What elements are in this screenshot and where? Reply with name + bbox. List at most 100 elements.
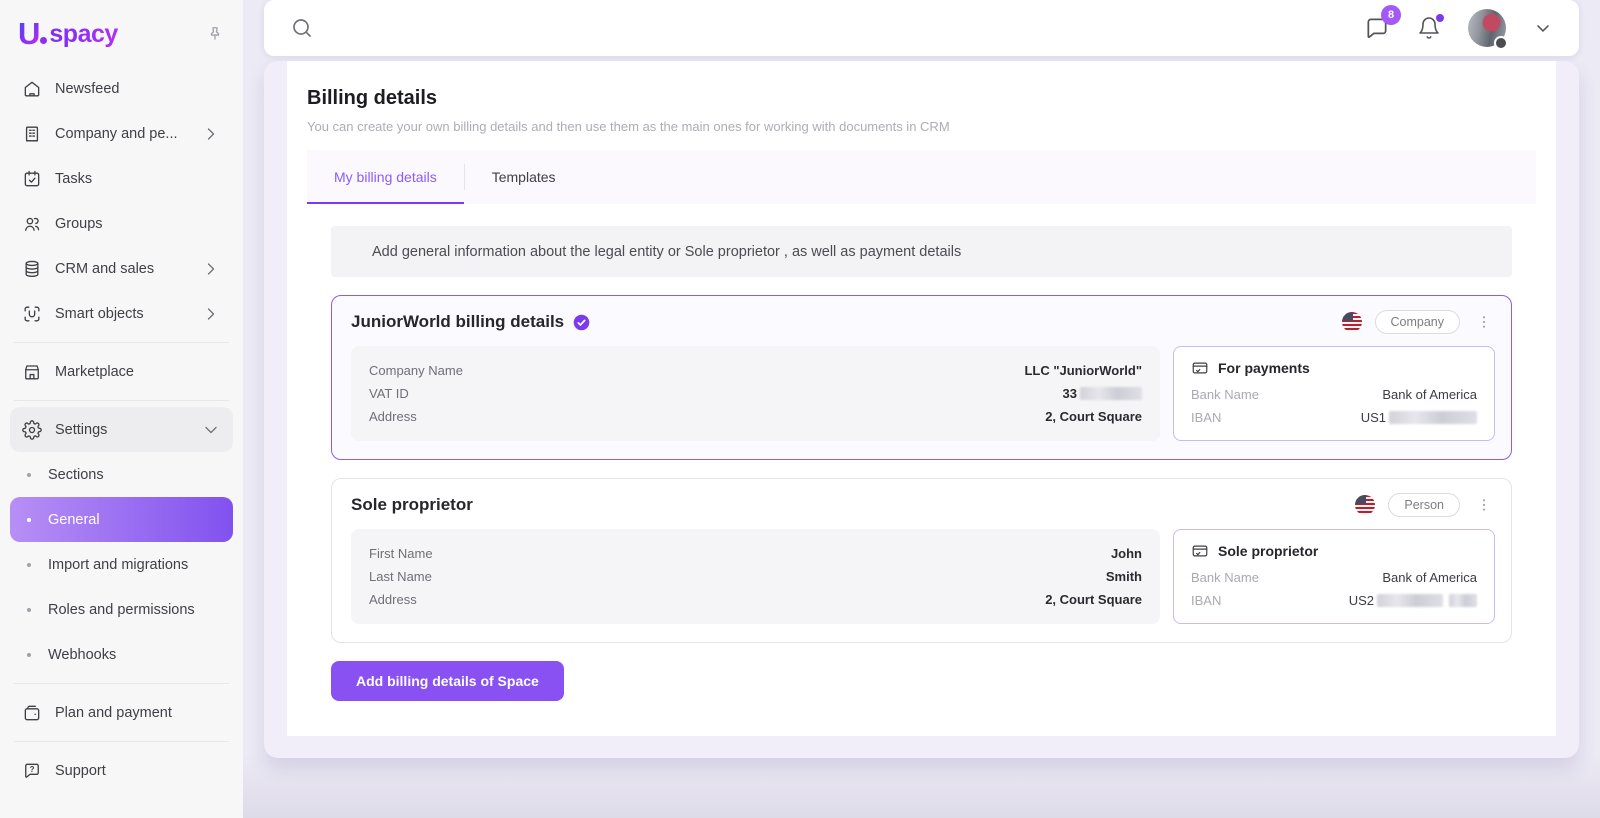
- us-flag-icon: [1355, 495, 1376, 515]
- content-panel: Billing details You can create your own …: [287, 61, 1556, 736]
- sidebar-item-label: Sections: [48, 466, 104, 483]
- help-bubble-icon: ?: [25, 763, 39, 778]
- tab-separator: [463, 164, 465, 190]
- sidebar-item-crm-and-sales[interactable]: CRM and sales: [10, 246, 233, 291]
- gear-icon: [22, 419, 42, 440]
- payment-label: IBAN: [1191, 410, 1222, 425]
- sidebar-item-label: Support: [55, 762, 106, 779]
- info-label: Company Name: [369, 363, 463, 378]
- sidebar-item-settings[interactable]: Settings: [10, 407, 233, 452]
- legal-info-box: First Name John Last Name Smith Address …: [351, 529, 1160, 624]
- sidebar-item-label: Groups: [55, 215, 103, 232]
- payment-label: IBAN: [1191, 593, 1222, 608]
- sidebar-item-tasks[interactable]: Tasks: [10, 156, 233, 201]
- page-title: Billing details: [307, 87, 438, 109]
- info-label: Last Name: [369, 569, 432, 584]
- notifications-button[interactable]: [1417, 14, 1444, 40]
- sidebar-item-support[interactable]: ? Support: [10, 748, 233, 793]
- sidebar-subitem-webhooks[interactable]: Webhooks: [10, 632, 233, 677]
- billing-card-header: Sole proprietor Person: [351, 493, 1495, 517]
- billing-card-title: JuniorWorld billing details: [351, 312, 565, 331]
- payment-box-header: Sole proprietor: [1191, 539, 1477, 566]
- sidebar-item-label: Webhooks: [48, 646, 117, 663]
- tab-templates[interactable]: Templates: [491, 169, 556, 185]
- database-icon: [25, 260, 39, 277]
- sidebar-item-company-and-people[interactable]: Company and pe...: [10, 111, 233, 156]
- bullet-icon: [27, 652, 31, 657]
- payment-details-box: For payments Bank Name Bank of America I…: [1173, 346, 1495, 441]
- sidebar-item-label: Plan and payment: [55, 704, 172, 721]
- info-row: Company Name LLC "JuniorWorld": [369, 359, 1142, 382]
- svg-text:?: ?: [30, 765, 35, 774]
- redacted-value: [1377, 594, 1443, 607]
- billing-card-actions: Company: [1341, 310, 1496, 334]
- sidebar-subitem-roles-and-permissions[interactable]: Roles and permissions: [10, 587, 233, 632]
- info-row: VAT ID 33: [369, 382, 1142, 405]
- avatar-status-dot: [1494, 36, 1508, 50]
- billing-card-company: JuniorWorld billing details Company: [331, 295, 1512, 460]
- notification-dot: [1436, 14, 1444, 22]
- payment-box-title: Sole proprietor: [1218, 543, 1319, 559]
- sidebar-item-label: CRM and sales: [55, 260, 155, 277]
- calendar-check-icon: [24, 170, 40, 186]
- sidebar-subitem-general[interactable]: General: [10, 497, 233, 542]
- payment-value: Bank of America: [1382, 387, 1477, 402]
- logo: U spacy: [10, 12, 233, 66]
- entity-type-badge[interactable]: Person: [1388, 493, 1460, 517]
- payment-row: IBAN US1: [1191, 406, 1477, 429]
- credit-card-icon: [1192, 545, 1208, 557]
- legal-info-box: Company Name LLC "JuniorWorld" VAT ID 33…: [351, 346, 1160, 441]
- info-banner: Add general information about the legal …: [331, 226, 1512, 277]
- main-area: 8 Billing details You can create your ow…: [243, 0, 1600, 818]
- sidebar-divider: [14, 741, 229, 742]
- payment-value: US2: [1349, 593, 1477, 608]
- sidebar-item-label: Tasks: [55, 170, 93, 187]
- us-flag-icon: [1341, 312, 1362, 332]
- bell-icon: [1419, 17, 1439, 39]
- profile-menu-button[interactable]: [1533, 18, 1553, 38]
- sidebar-item-label: Import and migrations: [48, 556, 189, 573]
- smart-objects-icon: [24, 306, 40, 321]
- bullet-icon: [27, 517, 31, 522]
- home-icon: [24, 81, 40, 96]
- info-value: LLC "JuniorWorld": [1024, 363, 1142, 378]
- info-value: 2, Court Square: [1045, 592, 1142, 607]
- tab-content: Add general information about the legal …: [307, 226, 1536, 727]
- add-billing-details-button[interactable]: Add billing details of Space: [331, 661, 564, 701]
- payment-box-title: For payments: [1218, 360, 1310, 376]
- avatar[interactable]: [1468, 9, 1508, 50]
- sidebar-item-label: Marketplace: [55, 363, 134, 380]
- sidebar-item-groups[interactable]: Groups: [10, 201, 233, 246]
- sidebar-item-smart-objects[interactable]: Smart objects: [10, 291, 233, 336]
- content-card: Billing details You can create your own …: [264, 61, 1579, 758]
- sidebar-item-newsfeed[interactable]: Newsfeed: [10, 66, 233, 111]
- sidebar-subitem-import-and-migrations[interactable]: Import and migrations: [10, 542, 233, 587]
- search-icon[interactable]: [290, 16, 314, 40]
- sidebar-divider: [14, 342, 229, 343]
- billing-card-body: Company Name LLC "JuniorWorld" VAT ID 33…: [351, 346, 1495, 441]
- chat-button[interactable]: 8: [1364, 5, 1401, 41]
- sidebar-item-label: General: [48, 511, 100, 528]
- payment-label: Bank Name: [1191, 387, 1259, 402]
- payment-value: US1: [1361, 410, 1477, 425]
- chevron-right-icon: [201, 259, 221, 279]
- kebab-menu-icon[interactable]: [1473, 497, 1495, 513]
- tab-my-billing-details[interactable]: My billing details: [307, 150, 464, 204]
- info-row: Last Name Smith: [369, 565, 1142, 588]
- pin-icon[interactable]: [205, 24, 225, 44]
- kebab-menu-icon[interactable]: [1473, 314, 1495, 330]
- sidebar-item-plan-and-payment[interactable]: Plan and payment: [10, 690, 233, 735]
- payment-value: Bank of America: [1382, 570, 1477, 585]
- sidebar-divider: [14, 683, 229, 684]
- payment-row: Bank Name Bank of America: [1191, 383, 1477, 406]
- chevron-down-icon: [1537, 25, 1549, 32]
- sidebar-item-marketplace[interactable]: Marketplace: [10, 349, 233, 394]
- info-label: Address: [369, 592, 417, 607]
- sidebar-divider: [14, 400, 229, 401]
- sidebar-subitem-sections[interactable]: Sections: [10, 452, 233, 497]
- check-circle-icon: [573, 314, 590, 331]
- entity-type-badge[interactable]: Company: [1374, 310, 1460, 334]
- wallet-icon: [24, 705, 40, 720]
- bullet-icon: [27, 607, 31, 612]
- chat-badge: 8: [1381, 5, 1401, 25]
